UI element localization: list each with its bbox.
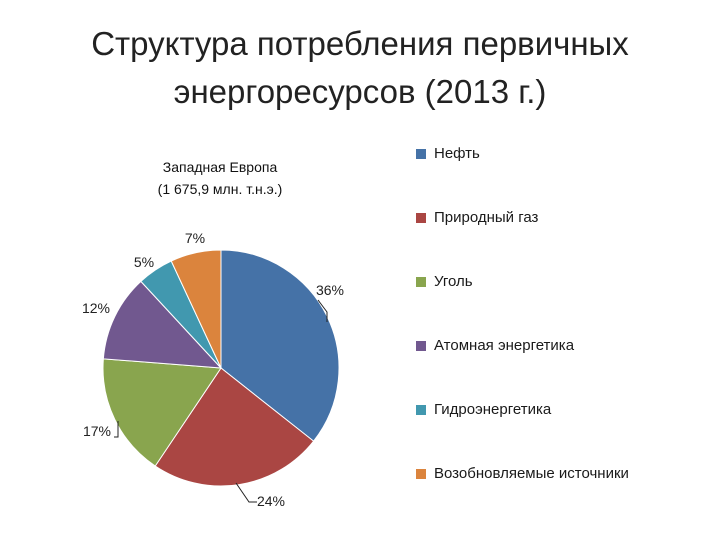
legend-item: Атомная энергетика [416, 335, 716, 399]
pie-slice-6 [170, 249, 222, 369]
slide-title-line-2: энергоресурсов (2013 г.) [173, 73, 547, 110]
chart-legend: Нефть Природный газ Уголь Атомная энерге… [416, 143, 716, 527]
legend-label: Природный газ [434, 209, 539, 226]
legend-swatch [416, 277, 426, 287]
legend-item: Нефть [416, 143, 716, 207]
data-label: 17% [83, 423, 111, 439]
pie-slice-4 [102, 280, 223, 369]
legend-item: Гидроэнергетика [416, 399, 716, 463]
legend-swatch [416, 341, 426, 351]
slide-title: Структура потребления первичных энергоре… [30, 20, 690, 116]
legend-label: Атомная энергетика [434, 337, 575, 354]
chart-title-line-1: Западная Европа [162, 159, 278, 175]
pie-slice-2 [154, 367, 315, 487]
data-label: 36% [316, 282, 344, 298]
legend-label: Гидроэнергетика [434, 401, 552, 418]
pie-slices [102, 249, 340, 487]
legend-swatch [416, 213, 426, 223]
chart-title: Западная Европа (1 675,9 млн. т.н.э.) [100, 156, 340, 200]
legend-item: Природный газ [416, 207, 716, 271]
pie-slice-3 [102, 358, 222, 467]
legend-swatch [416, 469, 426, 479]
pie-leader-lines [114, 299, 328, 503]
leader-line [235, 482, 257, 503]
chart-title-line-2: (1 675,9 млн. т.н.э.) [157, 181, 283, 197]
legend-swatch [416, 149, 426, 159]
leader-line [114, 421, 119, 438]
leader-line [317, 299, 328, 322]
data-label: 24% [257, 493, 285, 509]
legend-item: Уголь [416, 271, 716, 335]
legend-label: Возобновляемые источники [434, 465, 629, 482]
legend-label: Уголь [434, 273, 473, 290]
data-label: 5% [134, 254, 154, 270]
data-label: 12% [82, 300, 110, 316]
legend-label: Нефть [434, 145, 480, 162]
legend-swatch [416, 405, 426, 415]
data-label: 7% [185, 230, 205, 246]
pie-data-labels: 36% 24% 17% 12% 5% 7% [82, 230, 344, 509]
slide-title-line-1: Структура потребления первичных [91, 25, 629, 62]
legend-item: Возобновляемые источники [416, 463, 716, 527]
